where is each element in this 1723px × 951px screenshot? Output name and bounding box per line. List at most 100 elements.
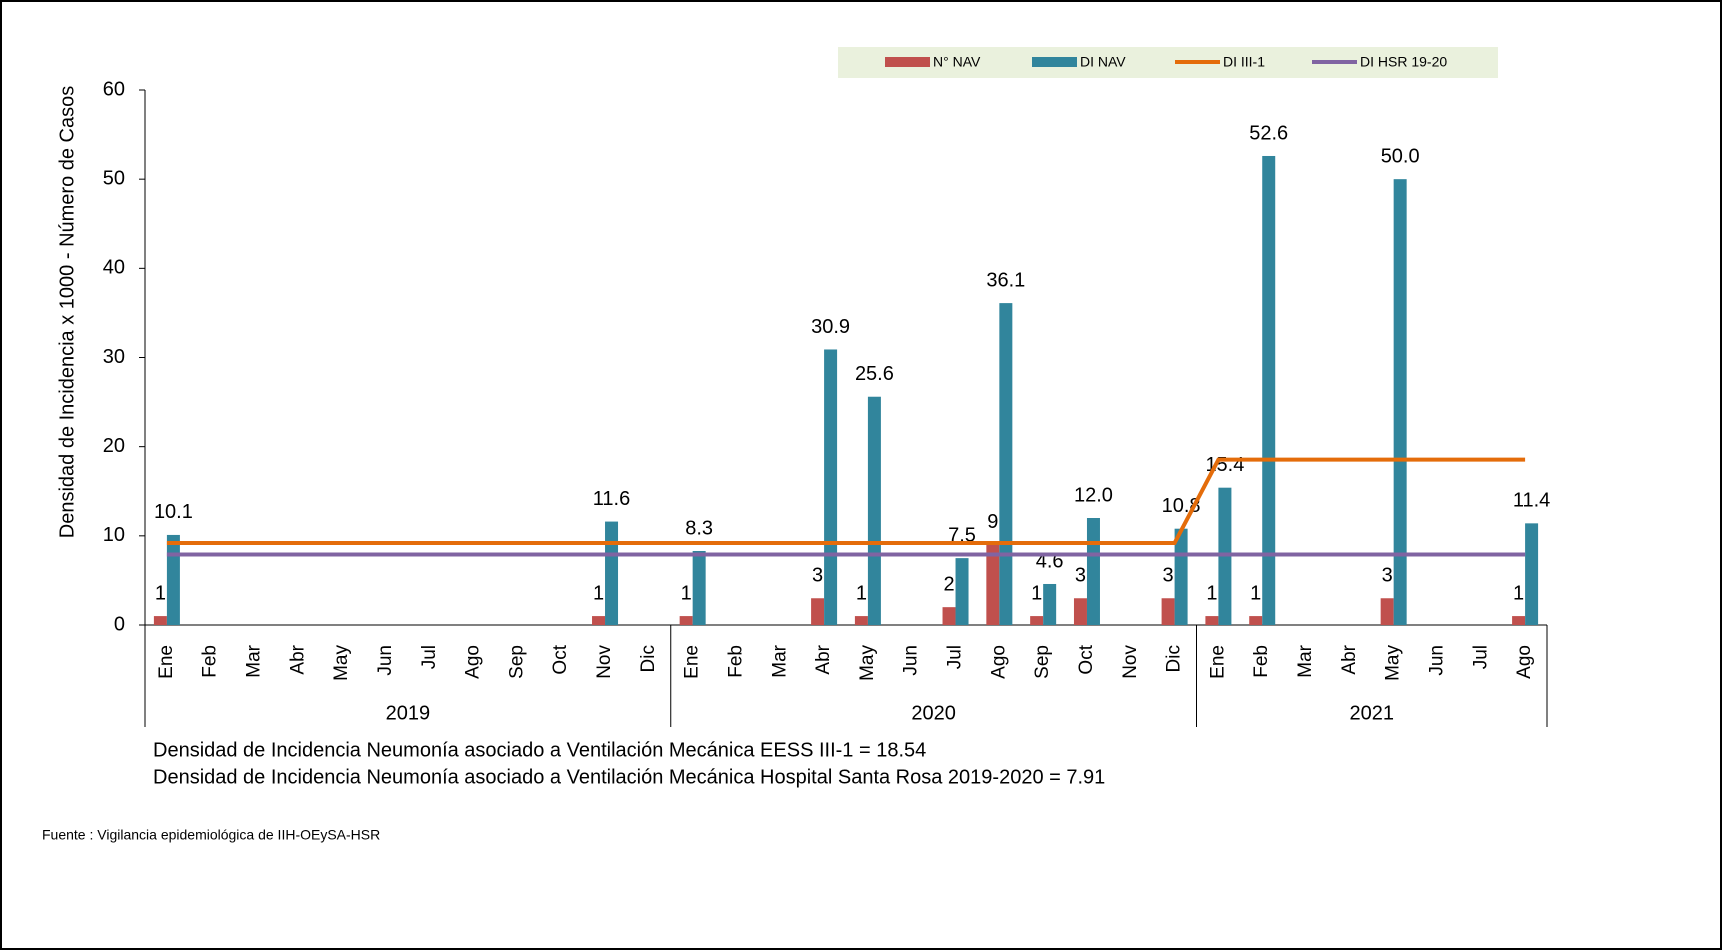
x-group-label: 2019: [386, 702, 431, 724]
x-tick-label: Abr: [813, 644, 834, 674]
data-label: 1: [155, 582, 166, 604]
bar: [811, 598, 825, 625]
data-label: 7.5: [948, 524, 976, 546]
bar: [955, 558, 969, 625]
data-label: 12.0: [1074, 484, 1113, 506]
bar: [1249, 616, 1263, 625]
x-tick-label: Ene: [682, 645, 703, 679]
x-tick-label: May: [1383, 645, 1404, 681]
y-tick-label: 0: [114, 613, 125, 635]
data-label: 1: [593, 582, 604, 604]
bar: [1161, 598, 1175, 625]
x-tick-label: Ago: [1514, 645, 1535, 679]
x-tick-label: Feb: [1251, 645, 1272, 678]
data-label: 9: [987, 511, 998, 533]
bar: [1262, 155, 1276, 625]
data-label: 1: [1206, 582, 1217, 604]
bar: [942, 607, 956, 625]
data-label: 50.0: [1381, 145, 1420, 167]
legend-box: [838, 47, 1498, 78]
x-tick-label: Jun: [1426, 645, 1447, 676]
legend-swatch: [1032, 57, 1077, 67]
x-tick-label: Jul: [1470, 645, 1491, 669]
data-label: 8.3: [685, 517, 713, 539]
y-tick-label: 10: [103, 524, 125, 546]
bar: [605, 521, 619, 625]
x-tick-label: Abr: [1339, 644, 1360, 674]
legend-label: DI HSR 19-20: [1360, 54, 1447, 70]
x-tick-label: Mar: [244, 644, 265, 677]
x-tick-label: Jul: [419, 645, 440, 669]
data-label: 1: [1250, 582, 1261, 604]
x-tick-label: Mar: [1295, 644, 1316, 677]
data-label: 3: [1382, 565, 1393, 587]
bar: [1393, 179, 1407, 625]
x-tick-label: Dic: [1164, 645, 1185, 672]
data-label: 1: [1031, 582, 1042, 604]
x-tick-label: Dic: [638, 645, 659, 672]
legend-label: DI III-1: [1223, 54, 1265, 70]
x-group-label: 2021: [1350, 702, 1395, 724]
y-axis-label: Densidad de Incidencia x 1000 - Número d…: [56, 86, 78, 538]
x-tick-label: Jun: [375, 645, 396, 676]
bar: [153, 616, 167, 625]
bar: [1043, 583, 1057, 625]
x-tick-label: Ene: [156, 645, 177, 679]
bar: [692, 550, 706, 625]
x-tick-label: Abr: [287, 644, 308, 674]
data-label: 30.9: [811, 316, 850, 338]
y-tick-label: 20: [103, 435, 125, 457]
line: [166, 457, 1526, 545]
note: Densidad de Incidencia Neumonía asociado…: [153, 739, 926, 761]
y-tick-label: 30: [103, 346, 125, 368]
bar: [679, 616, 693, 625]
bar: [1525, 523, 1539, 625]
bar: [1073, 598, 1087, 625]
data-label: 1: [1513, 582, 1524, 604]
x-tick-label: Ene: [1207, 645, 1228, 679]
bar: [986, 544, 1000, 625]
data-label: 25.6: [855, 363, 894, 385]
x-tick-label: Sep: [506, 645, 527, 679]
x-tick-label: Ago: [988, 645, 1009, 679]
x-tick-label: Sep: [1032, 645, 1053, 679]
x-tick-label: May: [331, 645, 352, 681]
x-tick-label: Jul: [945, 645, 966, 669]
x-tick-label: May: [857, 645, 878, 681]
bar: [824, 349, 838, 625]
legend-label: N° NAV: [933, 54, 981, 70]
bar: [1030, 616, 1044, 625]
data-label: 11.6: [593, 488, 630, 510]
x-tick-label: Nov: [1120, 645, 1141, 679]
data-label: 1: [681, 582, 692, 604]
x-tick-label: Oct: [1076, 644, 1097, 674]
legend-swatch: [885, 57, 930, 67]
x-tick-label: Oct: [550, 644, 571, 674]
legend-label: DI NAV: [1080, 54, 1126, 70]
x-tick-label: Ago: [463, 645, 484, 679]
data-label: 3: [812, 565, 823, 587]
data-label: 36.1: [986, 269, 1025, 291]
data-label: 52.6: [1249, 122, 1288, 144]
data-label: 3: [1075, 565, 1086, 587]
bar: [1205, 616, 1219, 625]
x-tick-label: Feb: [725, 645, 746, 678]
x-group-label: 2020: [911, 702, 956, 724]
y-tick-label: 50: [103, 167, 125, 189]
x-tick-label: Nov: [594, 645, 615, 679]
bar: [166, 534, 180, 625]
data-label: 2: [943, 573, 954, 595]
x-tick-label: Mar: [769, 644, 790, 677]
bar: [999, 303, 1013, 625]
bar: [1086, 518, 1100, 625]
bar: [854, 616, 868, 625]
x-tick-label: Feb: [200, 645, 221, 678]
data-label: 1: [856, 582, 867, 604]
bar: [592, 616, 606, 625]
y-tick-label: 40: [103, 257, 125, 279]
data-label: 11.4: [1513, 490, 1550, 512]
bar: [867, 396, 881, 625]
data-label: 3: [1163, 565, 1174, 587]
x-tick-label: Jun: [901, 645, 922, 676]
